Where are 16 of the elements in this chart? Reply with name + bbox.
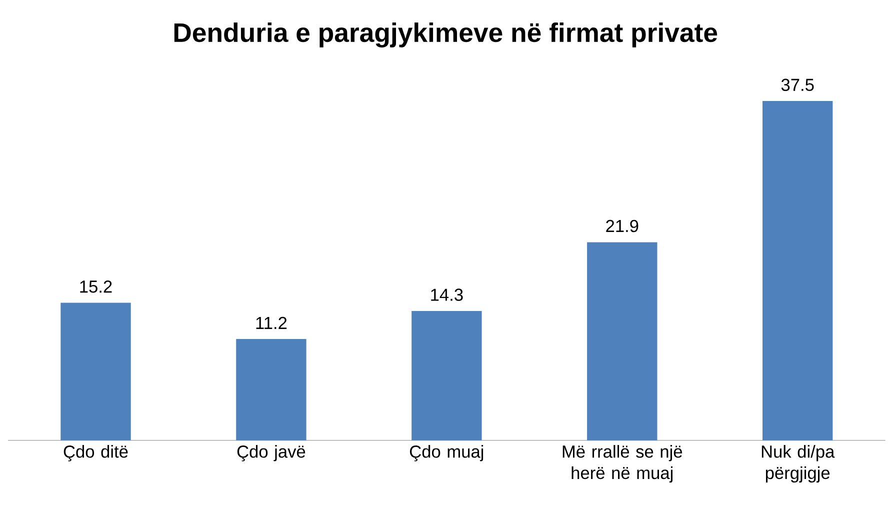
bar (236, 339, 306, 440)
x-tick-label: Nuk di/pa përgjigje (762, 445, 835, 483)
bar (762, 101, 833, 440)
bar (587, 242, 658, 440)
bar (412, 310, 482, 440)
bar (60, 302, 131, 440)
x-tick-label: Çdo muaj (410, 445, 484, 462)
x-tick-label: Më rrallë se një herë në muaj (562, 445, 682, 483)
data-label: 21.9 (606, 220, 638, 232)
data-label: 15.2 (80, 280, 112, 293)
data-label: 11.2 (256, 316, 287, 329)
chart-title: Denduria e paragjykimeve në firmat private (174, 22, 718, 48)
x-tick-label: Çdo ditë (64, 445, 128, 462)
data-label: 14.3 (431, 288, 463, 301)
data-label: 37.5 (781, 78, 814, 92)
x-tick-label: Çdo javë (237, 445, 306, 462)
